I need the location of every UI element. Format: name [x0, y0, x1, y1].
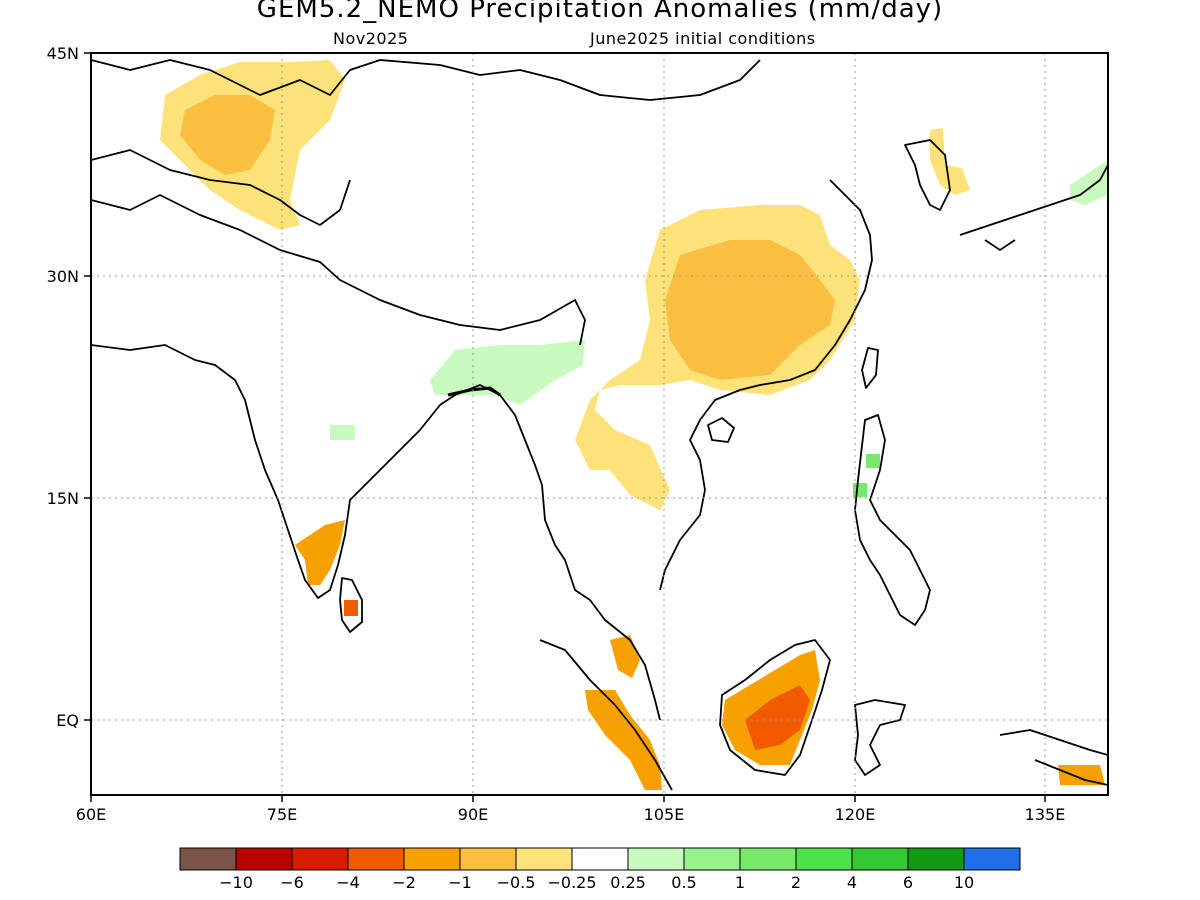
- colorbar-swatch: [683, 847, 741, 871]
- colorbar: [179, 847, 1021, 871]
- coastline-taiwan: [861, 347, 879, 389]
- border-himalaya: [91, 194, 586, 346]
- coastline-layer: [91, 59, 1108, 791]
- colorbar-swatch: [627, 847, 685, 871]
- coastline-bengal-delta: [447, 386, 501, 397]
- colorbar-label: −1: [448, 873, 472, 892]
- region-philippines-wet: [866, 454, 880, 468]
- region-new-guinea-dry: [1058, 765, 1105, 785]
- coastline-sumatra: [539, 639, 673, 791]
- coastline-korea: [904, 139, 951, 211]
- coastline-sulawesi: [854, 699, 906, 776]
- x-tick-90e: 90E: [458, 805, 488, 824]
- colorbar-labels: −10 −6 −4 −2 −1 −0.5 −0.25 0.25 0.5 1 2 4 6 10: [219, 873, 974, 892]
- region-south-india-dry: [295, 520, 345, 585]
- colorbar-label: −10: [219, 873, 253, 892]
- border-china-west: [91, 149, 351, 226]
- colorbar-label: −6: [280, 873, 304, 892]
- anomaly-layer: [160, 60, 1108, 790]
- region-central-asia-dry-core: [180, 95, 275, 175]
- x-tick-60e: 60E: [76, 805, 106, 824]
- region-malaya-dry: [610, 635, 640, 678]
- colorbar-swatch: [291, 847, 349, 871]
- region-sumatra-dry: [585, 690, 662, 790]
- colorbar-label: −2: [392, 873, 416, 892]
- y-tick-15n: 15N: [47, 489, 79, 508]
- colorbar-swatch: [571, 847, 629, 871]
- colorbar-label: 0.5: [671, 873, 696, 892]
- coastline-japan: [959, 164, 1108, 251]
- region-japan-wet: [1070, 160, 1108, 205]
- coastline-borneo: [719, 639, 831, 776]
- x-tick-105e: 105E: [644, 805, 685, 824]
- colorbar-label: −4: [336, 873, 360, 892]
- colorbar-swatch: [739, 847, 797, 871]
- colorbar-label: 6: [903, 873, 913, 892]
- y-tick-eq: EQ: [56, 711, 79, 730]
- colorbar-label: 4: [847, 873, 857, 892]
- colorbar-swatch: [907, 847, 965, 871]
- colorbar-swatch: [515, 847, 573, 871]
- colorbar-swatch: [403, 847, 461, 871]
- colorbar-swatch: [347, 847, 405, 871]
- x-tick-135e: 135E: [1025, 805, 1066, 824]
- forecast-month: Nov2025: [333, 29, 409, 48]
- colorbar-swatch: [851, 847, 909, 871]
- x-tick-120e: 120E: [835, 805, 876, 824]
- region-sri-lanka-dry: [344, 600, 358, 616]
- coastline-new-guinea: [999, 729, 1108, 786]
- coastline-sri-lanka: [339, 577, 363, 633]
- plot-frame: [90, 52, 1109, 796]
- coastline-philippines: [854, 414, 931, 626]
- colorbar-label: 1: [735, 873, 745, 892]
- colorbar-swatch: [235, 847, 293, 871]
- colorbar-swatch: [795, 847, 853, 871]
- y-tick-45n: 45N: [47, 44, 79, 63]
- colorbar-label: 10: [954, 873, 974, 892]
- coastline-hainan: [707, 417, 735, 443]
- axis-tick-marks: [84, 52, 1046, 802]
- region-korea-dry: [930, 128, 970, 195]
- region-india-wet-patch: [330, 425, 355, 440]
- colorbar-swatch: [963, 847, 1021, 871]
- colorbar-swatch: [179, 847, 237, 871]
- y-tick-30n: 30N: [47, 267, 79, 286]
- region-south-china-dry-core: [665, 240, 835, 380]
- x-tick-75e: 75E: [267, 805, 297, 824]
- map-title: GEM5.2_NEMO Precipitation Anomalies (mm/…: [256, 0, 944, 24]
- colorbar-label: −0.5: [497, 873, 536, 892]
- border-central-asia: [91, 59, 761, 101]
- colorbar-label: 2: [791, 873, 801, 892]
- region-borneo-dry-core: [745, 685, 810, 750]
- colorbar-swatch: [459, 847, 517, 871]
- grid-lines: [91, 53, 1108, 795]
- colorbar-label: −0.25: [547, 873, 596, 892]
- colorbar-label: 0.25: [610, 873, 646, 892]
- initial-conditions: June2025 initial conditions: [590, 29, 816, 48]
- coastline-indochina: [541, 179, 873, 721]
